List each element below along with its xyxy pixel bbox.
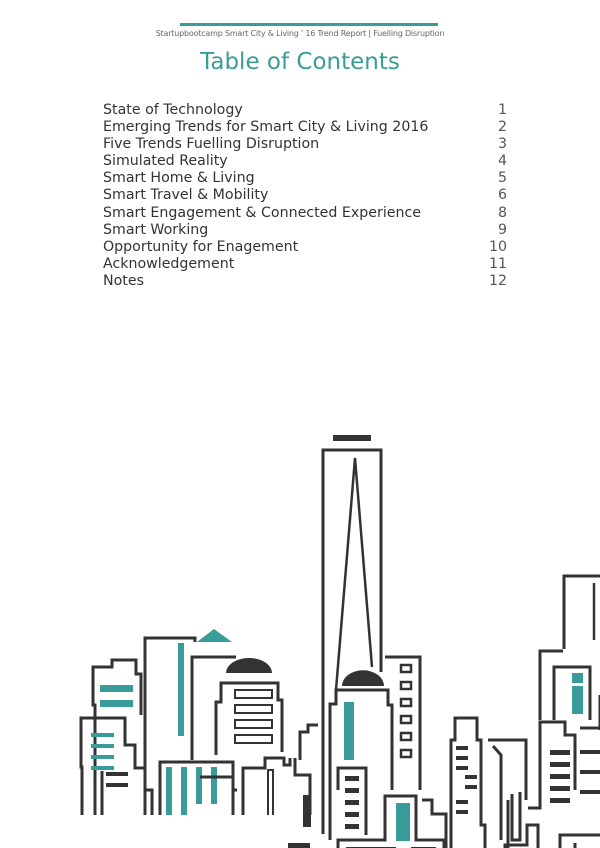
toc-entry[interactable]: Simulated Reality 4 [103, 153, 507, 170]
toc-entry-label: Acknowledgement [103, 255, 235, 272]
toc-entry[interactable]: Smart Travel & Mobility 6 [103, 187, 507, 204]
toc-entry-page: 5 [497, 170, 507, 187]
toc-entry[interactable]: Opportunity for Enagement 10 [103, 239, 507, 256]
toc-entry[interactable]: Acknowledgement 11 [103, 256, 507, 273]
toc-entry[interactable]: Emerging Trends for Smart City & Living … [103, 119, 507, 136]
toc-entry-page: 8 [497, 204, 507, 221]
toc-entry-page: 9 [497, 221, 507, 238]
toc-entry-label: Smart Home & Living [103, 170, 255, 187]
toc-entry-page: 10 [488, 238, 507, 255]
toc-entry-page: 1 [497, 102, 507, 118]
toc-entry-page: 4 [497, 153, 507, 170]
toc-entry-label: Notes [103, 272, 144, 289]
toc-entry-page: 11 [488, 255, 507, 272]
toc-entry-label: Opportunity for Enagement [103, 238, 299, 255]
header-accent-bar [180, 23, 438, 26]
toc-entry[interactable]: Smart Working 9 [103, 222, 507, 239]
toc-entry[interactable]: Notes 12 [103, 273, 507, 290]
city-skyline-illustration [79, 435, 600, 848]
toc-entry-label: Smart Engagement & Connected Experience [103, 204, 422, 221]
toc-entry-page: 2 [497, 119, 507, 136]
toc-entry-label: Five Trends Fuelling Disruption [103, 136, 320, 153]
toc-entry-label: State of Technology [103, 102, 243, 118]
toc-entry-label: Emerging Trends for Smart City & Living … [103, 119, 429, 136]
table-of-contents: State of Technology 1 Emerging Trends for … [103, 102, 507, 290]
page-title: Table of Contents [200, 49, 400, 75]
toc-entry-page: 12 [488, 272, 507, 289]
toc-entry[interactable]: Five Trends Fuelling Disruption 3 [103, 136, 507, 153]
toc-entry[interactable]: Smart Home & Living 5 [103, 170, 507, 187]
running-header: Startupbootcamp Smart City & Living ' 16… [155, 29, 445, 38]
toc-entry-label: Smart Travel & Mobility [103, 187, 269, 204]
toc-entry-page: 3 [497, 136, 507, 153]
toc-entry-label: Smart Working [103, 221, 209, 238]
toc-entry[interactable]: State of Technology 1 [103, 102, 507, 119]
toc-entry-page: 6 [497, 187, 507, 204]
toc-entry-label: Simulated Reality [103, 153, 228, 170]
toc-entry[interactable]: Smart Engagement & Connected Experience 8 [103, 205, 507, 222]
